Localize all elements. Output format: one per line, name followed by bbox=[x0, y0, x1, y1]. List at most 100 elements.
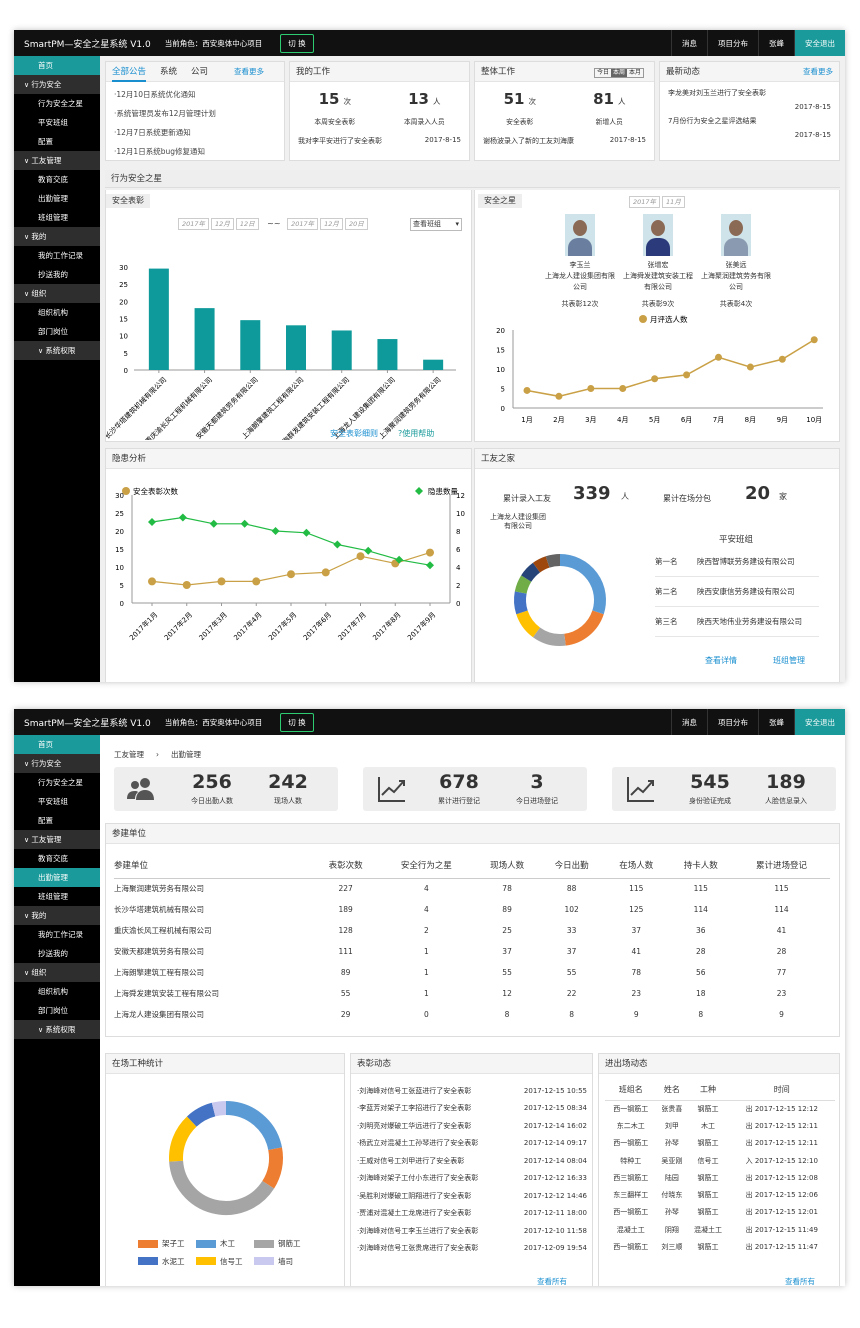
period-month[interactable]: 本月 bbox=[628, 69, 641, 76]
table-row[interactable]: 东二木工 刘甲 木工 出 2017-12-15 12:11 bbox=[605, 1117, 835, 1134]
sidebar-item[interactable]: 平安班组 bbox=[38, 118, 68, 127]
legend-item[interactable]: 木工 bbox=[196, 1238, 254, 1249]
table-row[interactable]: 上海朗擎建筑工程有限公司 89 1 55 55 78 56 77 bbox=[114, 962, 830, 983]
sidebar-item[interactable]: 系统权限 bbox=[14, 1020, 100, 1039]
sidebar-item[interactable]: 首页 bbox=[14, 56, 100, 75]
notice-item[interactable]: ·12月7日系统更新通知 bbox=[114, 128, 191, 137]
notice-item[interactable]: ·12月10日系统优化通知 bbox=[114, 90, 196, 99]
list-item[interactable]: ·刘海峰对架子工付小东进行了安全表彰 2017-12-12 16:33 bbox=[357, 1170, 587, 1188]
table-row[interactable]: 重庆渝长风工程机械有限公司 128 2 25 33 37 36 41 bbox=[114, 920, 830, 941]
user-name[interactable]: 张峰 bbox=[758, 30, 794, 56]
sidebar-item[interactable]: 我的工作记录 bbox=[38, 930, 83, 939]
period-today[interactable]: 今日 bbox=[596, 69, 609, 76]
help-link[interactable]: ?使用帮助 bbox=[398, 429, 435, 438]
period-week[interactable]: 本周 bbox=[610, 69, 627, 77]
table-row[interactable]: 上海舜发建筑安装工程有限公司 55 1 12 22 23 18 23 bbox=[114, 983, 830, 1004]
notice-item[interactable]: ·12月1日系统bug修复通知 bbox=[114, 147, 205, 156]
column-header[interactable]: 工种 bbox=[687, 1080, 729, 1101]
column-header[interactable]: 今日出勤 bbox=[539, 852, 604, 879]
team-select[interactable]: 查看班组 bbox=[410, 218, 462, 231]
sidebar-item[interactable]: 教育交底 bbox=[38, 175, 68, 184]
switch-role-button[interactable]: 切 换 bbox=[280, 33, 314, 53]
notice-item[interactable]: ·系统管理员发布12月管理计划 bbox=[114, 109, 216, 118]
news-item[interactable]: 7月份行为安全之星评选结果 bbox=[668, 117, 757, 125]
sidebar-item[interactable]: 出勤管理 bbox=[14, 868, 100, 887]
entry-exit-view-all-link[interactable]: 查看所有 bbox=[785, 1277, 815, 1286]
sidebar-item[interactable]: 组织 bbox=[14, 963, 100, 982]
legend-item[interactable]: 钢筋工 bbox=[254, 1238, 312, 1249]
sidebar-item[interactable]: 我的 bbox=[14, 227, 100, 246]
sidebar-item[interactable]: 配置 bbox=[38, 816, 53, 825]
list-item[interactable]: 第三名 陕西天地伟业劳务建设有限公司 bbox=[655, 607, 819, 637]
notice-more-link[interactable]: 查看更多 bbox=[234, 67, 264, 76]
sidebar-item[interactable]: 行为安全 bbox=[14, 75, 100, 94]
column-header[interactable]: 累计进场登记 bbox=[733, 852, 830, 879]
sidebar-item[interactable]: 平安班组 bbox=[38, 797, 68, 806]
table-row[interactable]: 特种工 吴亚刚 信号工 入 2017-12-15 12:10 bbox=[605, 1152, 835, 1169]
start-month-input[interactable]: 12月 bbox=[211, 218, 234, 230]
news-more-link[interactable]: 查看更多 bbox=[803, 67, 833, 76]
list-item[interactable]: 第二名 陕西安康信劳务建设有限公司 bbox=[655, 577, 819, 607]
sidebar-item[interactable]: 抄送我的 bbox=[38, 949, 68, 958]
column-header[interactable]: 表彰次数 bbox=[313, 852, 378, 879]
table-row[interactable]: 上海龙人建设集团有限公司 29 0 8 8 9 8 9 bbox=[114, 1004, 830, 1025]
end-day-input[interactable]: 20日 bbox=[344, 218, 368, 230]
sidebar-item[interactable]: 我的 bbox=[14, 906, 100, 925]
list-item[interactable]: ·李蓝芳对架子工李招进行了安全表彰 2017-12-15 08:34 bbox=[357, 1100, 587, 1118]
sidebar-item[interactable]: 出勤管理 bbox=[38, 194, 68, 203]
table-row[interactable]: 东三翻样工 付晓东 钢筋工 出 2017-12-15 12:06 bbox=[605, 1186, 835, 1203]
list-item[interactable]: ·刘明亮对爆破工华远进行了安全表彰 2017-12-14 16:02 bbox=[357, 1117, 587, 1135]
sidebar-item[interactable]: 教育交底 bbox=[38, 854, 68, 863]
sidebar-item[interactable]: 系统权限 bbox=[14, 341, 100, 360]
sidebar-item[interactable]: 抄送我的 bbox=[38, 270, 68, 279]
sidebar-item[interactable]: 工友管理 bbox=[14, 830, 100, 849]
start-year-input[interactable]: 2017年 bbox=[178, 218, 210, 230]
star-year-input[interactable]: 2017年 bbox=[629, 196, 661, 208]
sidebar-item[interactable]: 我的工作记录 bbox=[38, 251, 83, 260]
list-item[interactable]: ·刘海峰对信号工张蓝进行了安全表彰 2017-12-15 10:55 bbox=[357, 1082, 587, 1100]
sidebar-item[interactable]: 行为安全 bbox=[14, 754, 100, 773]
column-header[interactable]: 姓名 bbox=[656, 1080, 688, 1101]
tab-system[interactable]: 系统 bbox=[160, 67, 178, 77]
view-detail-link[interactable]: 查看详情 bbox=[705, 656, 737, 665]
start-day-input[interactable]: 12日 bbox=[235, 218, 259, 230]
sidebar-item[interactable]: 班组管理 bbox=[38, 892, 68, 901]
user-name[interactable]: 张峰 bbox=[758, 709, 794, 735]
sidebar-item[interactable]: 组织机构 bbox=[38, 987, 68, 996]
list-item[interactable]: ·刘海峰对信号工李玉兰进行了安全表彰 2017-12-10 11:58 bbox=[357, 1222, 587, 1240]
tab-all-notices[interactable]: 全部公告 bbox=[112, 67, 147, 82]
project-map-link[interactable]: 项目分布 bbox=[707, 709, 758, 735]
table-row[interactable]: 西三钢筋工 陆园 钢筋工 出 2017-12-15 12:08 bbox=[605, 1169, 835, 1186]
sidebar-item[interactable]: 行为安全之星 bbox=[38, 99, 83, 108]
sidebar-item[interactable]: 部门岗位 bbox=[38, 1006, 68, 1015]
sidebar-item[interactable]: 行为安全之星 bbox=[38, 778, 83, 787]
list-item[interactable]: ·贾浦对混凝土工龙席进行了安全表彰 2017-12-11 18:00 bbox=[357, 1205, 587, 1223]
table-row[interactable]: 西一钢筋工 张贵喜 钢筋工 出 2017-12-15 12:12 bbox=[605, 1100, 835, 1117]
legend-item[interactable]: 架子工 bbox=[138, 1238, 196, 1249]
legend-item[interactable]: 水泥工 bbox=[138, 1256, 196, 1267]
list-item[interactable]: ·吴胜利对爆破工阴翔进行了安全表彰 2017-12-12 14:46 bbox=[357, 1187, 587, 1205]
legend-item[interactable]: 信号工 bbox=[196, 1256, 254, 1267]
column-header[interactable]: 时间 bbox=[728, 1080, 835, 1101]
sidebar-item[interactable]: 班组管理 bbox=[38, 213, 68, 222]
sidebar-item[interactable]: 配置 bbox=[38, 137, 53, 146]
praise-rules-link[interactable]: 安全表彰细则 bbox=[330, 429, 378, 438]
breadcrumb-item[interactable]: 工友管理 bbox=[114, 750, 144, 759]
star-person[interactable]: 李玉兰 上海龙人建设集团有限公司 共表彰12次 bbox=[545, 214, 615, 310]
column-header[interactable]: 班组名 bbox=[605, 1080, 657, 1101]
table-row[interactable]: 西一钢筋工 孙琴 钢筋工 出 2017-12-15 12:11 bbox=[605, 1135, 835, 1152]
team-management-link[interactable]: 班组管理 bbox=[773, 656, 805, 665]
column-header[interactable]: 安全行为之星 bbox=[377, 852, 475, 879]
project-map-link[interactable]: 项目分布 bbox=[707, 30, 758, 56]
end-month-input[interactable]: 12月 bbox=[320, 218, 343, 230]
logout-button[interactable]: 安全退出 bbox=[794, 30, 845, 56]
switch-role-button[interactable]: 切 换 bbox=[280, 712, 314, 732]
sidebar-item[interactable]: 部门岗位 bbox=[38, 327, 68, 336]
messages-link[interactable]: 消息 bbox=[671, 709, 707, 735]
column-header[interactable]: 持卡人数 bbox=[668, 852, 734, 879]
list-item[interactable]: ·王威对信号工刘甲进行了安全表彰 2017-12-14 08:04 bbox=[357, 1152, 587, 1170]
sidebar-item[interactable]: 首页 bbox=[14, 735, 100, 754]
star-person[interactable]: 张增宏 上海舜发建筑安装工程有限公司 共表彰9次 bbox=[623, 214, 693, 310]
table-row[interactable]: 西一钢筋工 刘三顺 钢筋工 出 2017-12-15 11:47 bbox=[605, 1238, 835, 1255]
table-row[interactable]: 西一钢筋工 孙琴 钢筋工 出 2017-12-15 12:01 bbox=[605, 1204, 835, 1221]
